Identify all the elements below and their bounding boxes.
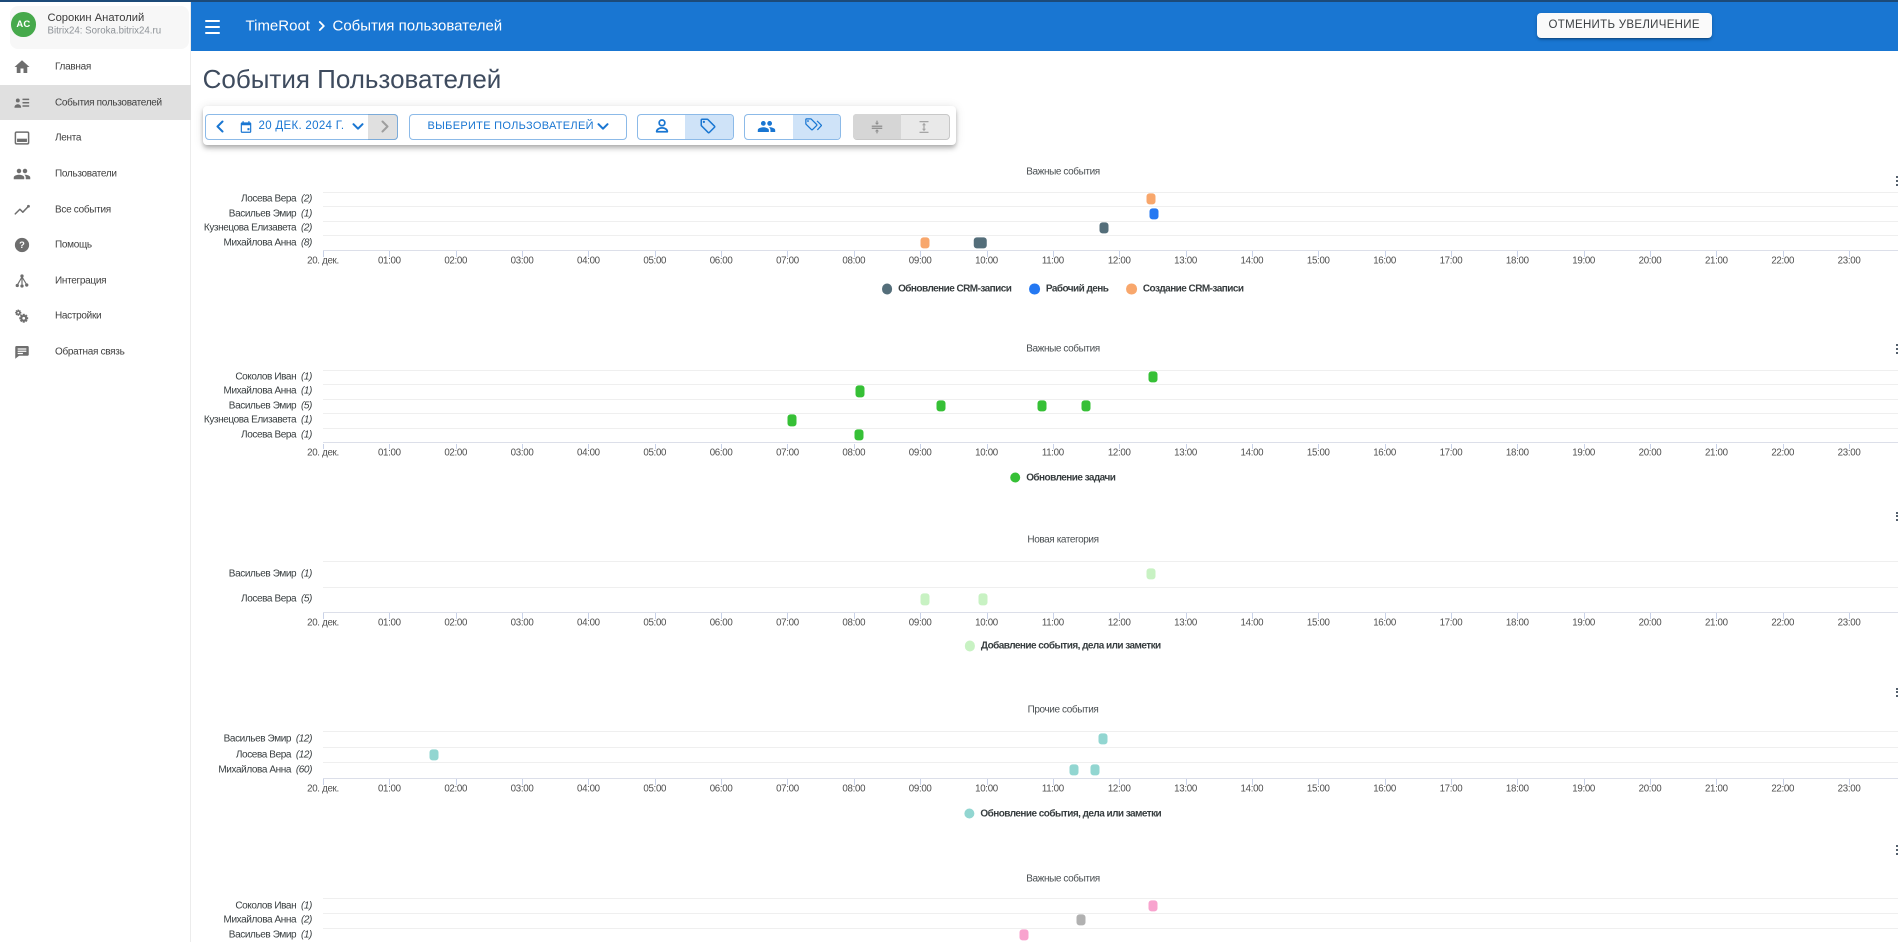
svg-text:?: ? xyxy=(19,240,25,250)
